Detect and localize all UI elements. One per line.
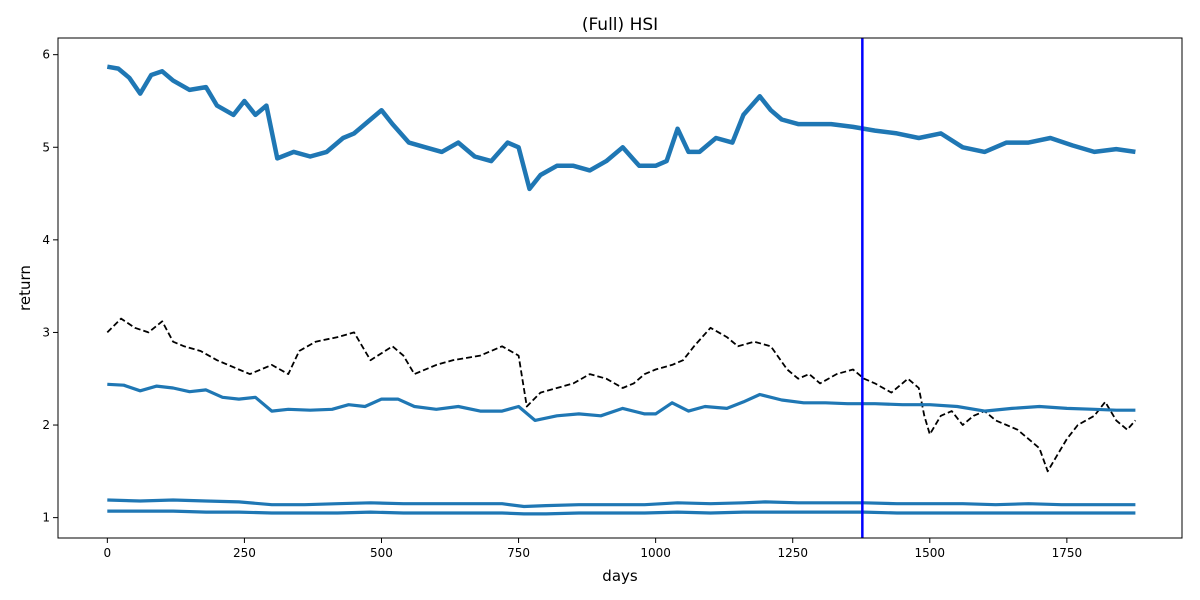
x-tick-label: 1000 xyxy=(640,546,671,560)
x-tick-label: 250 xyxy=(233,546,256,560)
x-tick-label: 1250 xyxy=(777,546,808,560)
series-line-2 xyxy=(107,382,1136,422)
y-tick-label: 5 xyxy=(42,140,50,154)
series-line-4 xyxy=(107,509,1136,516)
chart-title: (Full) HSI xyxy=(582,15,658,35)
series-line-3 xyxy=(107,498,1136,509)
y-tick-label: 2 xyxy=(42,418,50,432)
axes: 0 250 500 750 1000 1250 1500 1750 1 2 3 4 5 6 xyxy=(42,37,1183,560)
y-tick-label: 3 xyxy=(42,325,50,339)
x-axis-label: days xyxy=(602,567,638,585)
series-line-1 xyxy=(106,64,1136,192)
plot-frame xyxy=(57,37,1183,539)
y-tick-label: 6 xyxy=(42,48,50,62)
x-tick-label: 1750 xyxy=(1052,546,1083,560)
series-line-0 xyxy=(106,317,1137,473)
x-tick-label: 750 xyxy=(507,546,530,560)
y-axis-label: return xyxy=(16,265,34,311)
y-tick-label: 4 xyxy=(42,233,50,247)
x-tick-label: 500 xyxy=(370,546,393,560)
y-tick-label: 1 xyxy=(42,511,50,525)
x-tick-label: 0 xyxy=(104,546,112,560)
plot-area xyxy=(106,38,1137,538)
x-tick-label: 1500 xyxy=(915,546,946,560)
